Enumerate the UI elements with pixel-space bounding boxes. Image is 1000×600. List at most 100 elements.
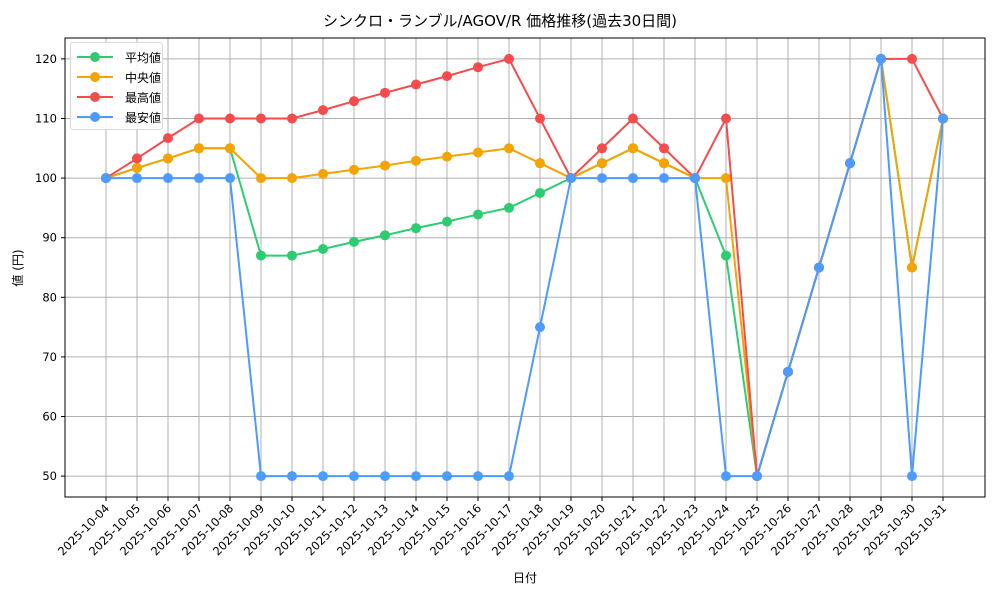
data-point-marker — [752, 471, 762, 482]
data-point-marker — [721, 471, 731, 482]
series-line — [101, 53, 948, 482]
data-point-marker — [473, 471, 483, 482]
grid-lines — [65, 38, 985, 497]
data-point-marker — [442, 216, 452, 227]
y-tick-label: 120 — [35, 52, 57, 66]
data-point-marker — [225, 173, 235, 184]
data-point-marker — [504, 202, 514, 213]
data-point-marker — [659, 143, 669, 154]
data-point-marker — [349, 164, 359, 175]
data-point-marker — [380, 230, 390, 241]
data-point-marker — [225, 143, 235, 154]
data-point-marker — [287, 113, 297, 124]
data-point-marker — [659, 173, 669, 184]
data-point-marker — [845, 158, 855, 169]
data-point-marker — [380, 471, 390, 482]
data-point-marker — [349, 96, 359, 107]
data-point-marker — [504, 53, 514, 64]
data-point-marker — [101, 173, 111, 184]
data-point-marker — [380, 160, 390, 171]
y-axis-ticks: 50 60 70 80 90 100 110 120 — [35, 52, 65, 483]
data-point-marker — [938, 113, 948, 124]
y-tick-label: 70 — [42, 350, 57, 364]
legend-marker-icon — [77, 51, 113, 63]
data-point-marker — [442, 71, 452, 82]
legend-label: 平均値 — [125, 50, 162, 65]
data-point-marker — [132, 162, 142, 173]
data-point-marker — [163, 173, 173, 184]
data-point-marker — [256, 113, 266, 124]
data-point-marker — [504, 143, 514, 154]
legend-marker-icon — [77, 111, 113, 123]
legend-label: 最安値 — [125, 110, 162, 125]
data-point-marker — [907, 262, 917, 273]
y-tick-label: 60 — [42, 410, 57, 424]
data-point-marker — [628, 173, 638, 184]
data-point-marker — [287, 173, 297, 184]
legend-item-median: 中央値 — [77, 67, 162, 87]
data-point-marker — [318, 105, 328, 116]
data-point-marker — [256, 173, 266, 184]
data-series — [101, 53, 948, 482]
data-point-marker — [535, 113, 545, 124]
data-point-marker — [163, 153, 173, 164]
data-point-marker — [194, 113, 204, 124]
legend: 平均値 中央値 最高値 最安値 — [70, 42, 163, 130]
data-point-marker — [225, 113, 235, 124]
legend-marker-icon — [77, 71, 113, 83]
data-point-marker — [194, 143, 204, 154]
y-tick-label: 110 — [35, 111, 57, 125]
data-point-marker — [287, 250, 297, 261]
data-point-marker — [194, 173, 204, 184]
data-point-marker — [690, 173, 700, 184]
data-point-marker — [349, 236, 359, 247]
data-point-marker — [256, 250, 266, 261]
legend-marker-icon — [77, 91, 113, 103]
data-point-marker — [907, 471, 917, 482]
data-point-marker — [163, 133, 173, 144]
data-point-marker — [721, 173, 731, 184]
data-point-marker — [814, 262, 824, 273]
y-tick-label: 80 — [42, 290, 57, 304]
y-axis-label: 値 (円) — [10, 249, 25, 286]
data-point-marker — [318, 244, 328, 255]
data-point-marker — [597, 143, 607, 154]
x-axis-ticks: 2025-10-042025-10-052025-10-062025-10-07… — [55, 497, 949, 558]
data-point-marker — [597, 158, 607, 169]
data-point-marker — [783, 366, 793, 377]
data-point-marker — [876, 53, 886, 64]
legend-item-min: 最安値 — [77, 107, 162, 127]
x-axis-label: 日付 — [513, 571, 537, 585]
data-point-marker — [628, 143, 638, 154]
data-point-marker — [411, 155, 421, 166]
data-point-marker — [535, 187, 545, 198]
data-point-marker — [411, 223, 421, 234]
data-point-marker — [318, 471, 328, 482]
data-point-marker — [473, 147, 483, 158]
data-point-marker — [132, 153, 142, 164]
legend-item-average: 平均値 — [77, 47, 162, 67]
data-point-marker — [535, 322, 545, 333]
data-point-marker — [535, 158, 545, 169]
data-point-marker — [380, 87, 390, 98]
data-point-marker — [132, 173, 142, 184]
data-point-marker — [256, 471, 266, 482]
data-point-marker — [318, 168, 328, 179]
plot-frame — [64, 37, 986, 498]
data-point-marker — [721, 113, 731, 124]
data-point-marker — [907, 53, 917, 64]
data-point-marker — [442, 151, 452, 162]
data-point-marker — [473, 62, 483, 73]
data-point-marker — [411, 471, 421, 482]
data-point-marker — [442, 471, 452, 482]
data-point-marker — [628, 113, 638, 124]
data-point-marker — [287, 471, 297, 482]
legend-label: 中央値 — [125, 70, 162, 85]
data-point-marker — [473, 209, 483, 220]
data-point-marker — [504, 471, 514, 482]
data-point-marker — [349, 471, 359, 482]
legend-item-max: 最高値 — [77, 87, 162, 107]
y-tick-label: 100 — [35, 171, 57, 185]
y-tick-label: 50 — [42, 469, 57, 483]
